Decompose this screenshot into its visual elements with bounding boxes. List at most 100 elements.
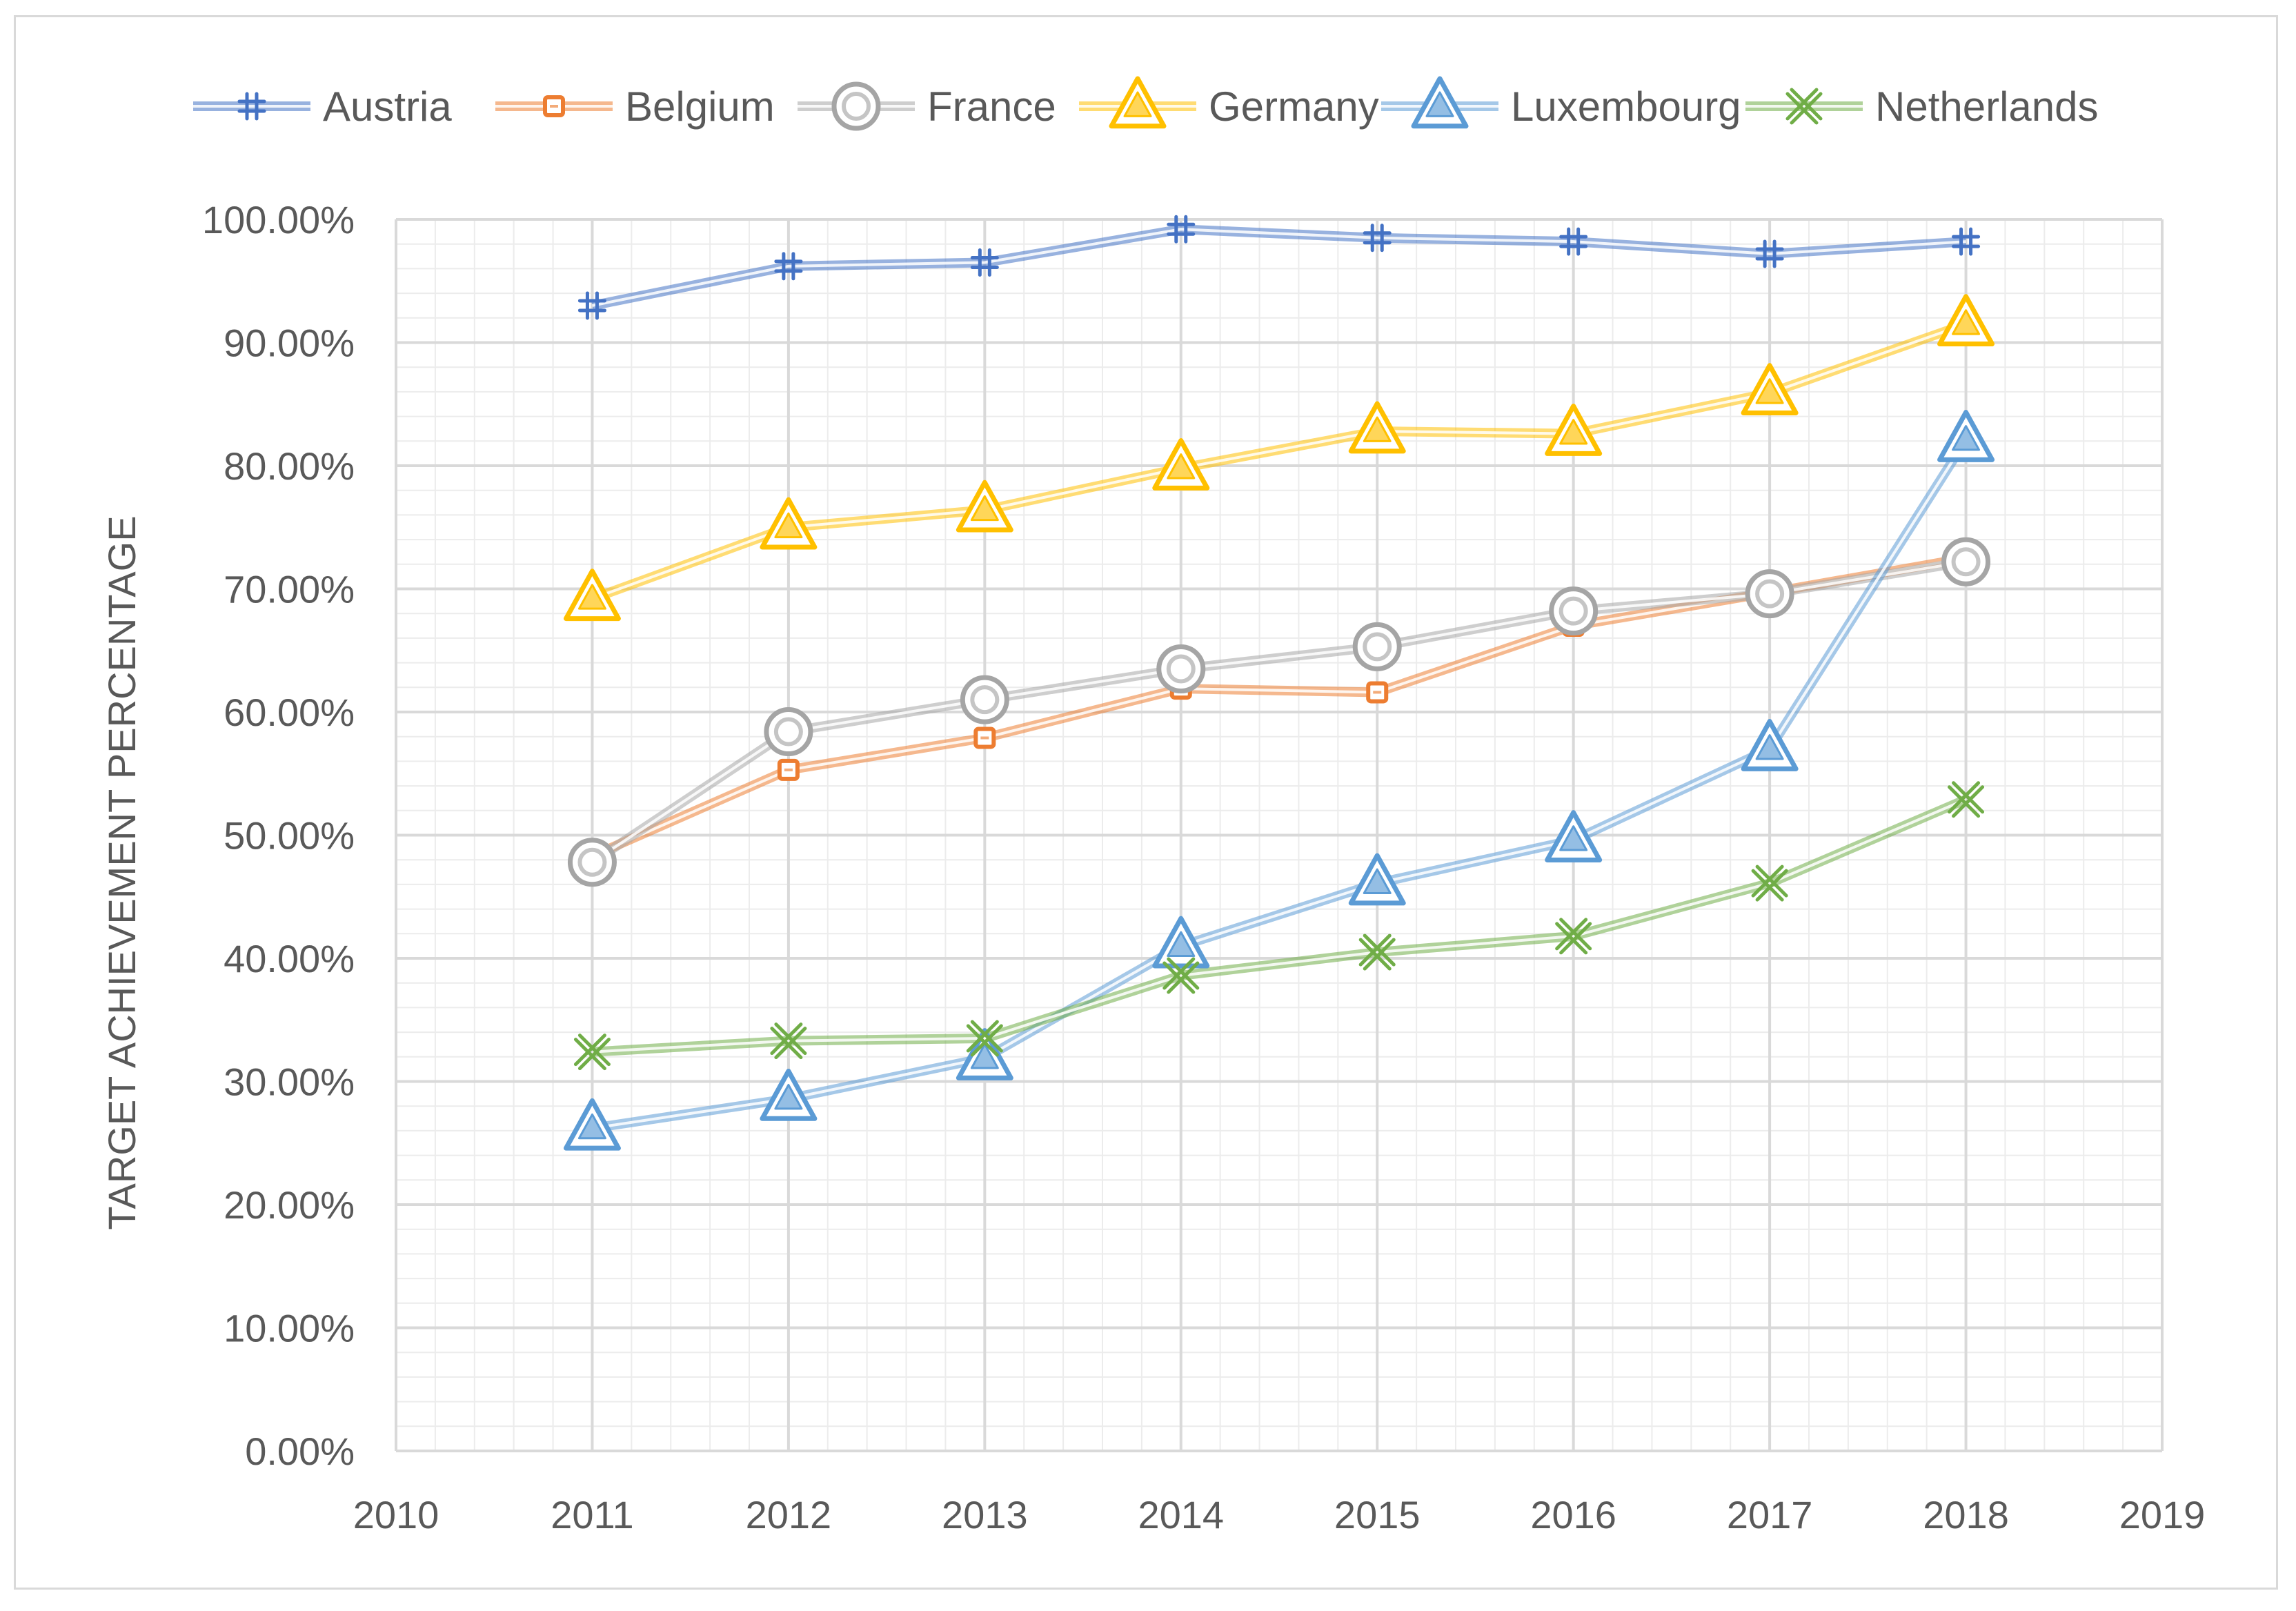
- series-markers-luxembourg: [563, 410, 1995, 1151]
- series-line-inner-austria: [592, 228, 1966, 307]
- data-point-germany: [1937, 294, 1995, 347]
- series-layer: [563, 215, 1995, 1151]
- x-axis-tick-labels: 2010 2011 2012 2013 2014 2015 2016 2017 2018 2019: [353, 1493, 2206, 1536]
- series-france: [589, 557, 1967, 867]
- x-tick-label: 2019: [2119, 1493, 2206, 1536]
- data-point-france: [960, 675, 1009, 724]
- y-axis-tick-labels: 0.00% 10.00% 20.00% 30.00% 40.00% 50.00% 60.00…: [202, 198, 355, 1473]
- y-tick-label: 70.00%: [224, 568, 355, 611]
- y-tick-label: 80.00%: [224, 444, 355, 488]
- data-point-belgium: [973, 727, 996, 749]
- data-point-netherlands: [1555, 918, 1592, 955]
- legend-marker-luxembourg: [1411, 76, 1469, 129]
- data-point-austria: [577, 291, 606, 320]
- legend-item-luxembourg: Luxembourg: [1381, 76, 1741, 130]
- data-point-france: [1352, 622, 1402, 671]
- series-line-inner-netherlands: [592, 798, 1967, 1054]
- data-point-germany: [1741, 363, 1799, 415]
- series-line-inner-luxembourg: [592, 439, 1968, 1130]
- data-point-netherlands: [573, 1034, 611, 1071]
- data-point-france: [1549, 586, 1599, 636]
- data-point-germany: [1348, 401, 1406, 454]
- series-line-inner-france: [591, 560, 1966, 864]
- data-point-austria: [1559, 227, 1588, 256]
- data-point-france: [1745, 569, 1794, 619]
- series-markers-netherlands: [573, 781, 1985, 1071]
- data-point-france: [1156, 644, 1206, 694]
- legend-marker-austria: [237, 92, 266, 121]
- data-point-luxembourg: [1152, 916, 1210, 969]
- data-point-netherlands: [770, 1022, 807, 1060]
- legend-label-netherlands: Netherlands: [1875, 83, 2099, 130]
- series-luxembourg: [591, 437, 1970, 1134]
- legend-marker-france: [831, 81, 881, 131]
- y-tick-label: 40.00%: [224, 937, 355, 980]
- legend-label-germany: Germany: [1209, 83, 1379, 130]
- legend-label-france: France: [927, 83, 1056, 130]
- y-tick-label: 30.00%: [224, 1060, 355, 1104]
- legend-item-netherlands: Netherlands: [1745, 83, 2099, 130]
- data-point-netherlands: [1751, 864, 1788, 902]
- major-gridlines: [395, 218, 2164, 1452]
- data-point-luxembourg: [1741, 719, 1799, 771]
- data-point-austria: [1952, 227, 1981, 256]
- data-point-austria: [1363, 224, 1392, 253]
- y-tick-label: 60.00%: [224, 691, 355, 734]
- data-point-france: [567, 838, 617, 887]
- data-point-luxembourg: [563, 1098, 621, 1151]
- series-line-germany: [591, 319, 1968, 604]
- data-point-france: [1941, 537, 1991, 586]
- data-point-austria: [774, 252, 803, 281]
- y-tick-label: 50.00%: [224, 814, 355, 858]
- data-point-luxembourg: [1937, 410, 1995, 462]
- data-point-belgium: [777, 758, 800, 781]
- y-tick-label: 10.00%: [224, 1307, 355, 1350]
- series-markers-austria: [577, 215, 1981, 320]
- series-markers-france: [567, 537, 1991, 887]
- data-point-netherlands: [1162, 957, 1200, 994]
- legend-marker-belgium: [543, 95, 565, 117]
- series-markers-germany: [563, 294, 1995, 622]
- y-tick-label: 90.00%: [224, 322, 355, 365]
- data-point-france: [764, 707, 813, 757]
- legend-item-germany: Germany: [1079, 76, 1379, 130]
- x-tick-label: 2012: [746, 1493, 832, 1536]
- x-tick-label: 2015: [1334, 1493, 1421, 1536]
- legend-item-austria: Austria: [193, 83, 452, 130]
- data-point-netherlands: [1948, 781, 1985, 818]
- data-point-luxembourg: [1348, 853, 1406, 906]
- data-point-luxembourg: [760, 1068, 818, 1121]
- x-tick-label: 2013: [942, 1493, 1028, 1536]
- data-point-luxembourg: [1545, 810, 1603, 862]
- legend: Austria Belgium France Germany Luxembourg Net…: [193, 76, 2099, 131]
- legend-item-belgium: Belgium: [495, 83, 775, 130]
- data-point-austria: [970, 248, 999, 277]
- x-tick-label: 2018: [1923, 1493, 2009, 1536]
- series-line-inner-germany: [591, 322, 1967, 600]
- legend-marker-germany: [1109, 76, 1167, 129]
- series-netherlands: [592, 795, 1968, 1057]
- data-point-germany: [1152, 438, 1210, 491]
- x-tick-label: 2010: [353, 1493, 439, 1536]
- y-tick-label: 0.00%: [245, 1430, 355, 1473]
- data-point-germany: [956, 480, 1013, 533]
- x-tick-label: 2017: [1727, 1493, 1813, 1536]
- series-germany: [591, 319, 1968, 604]
- y-axis-title: TARGET ACHIEVEMENT PERCENTAGE: [100, 515, 144, 1229]
- data-point-germany: [563, 569, 621, 622]
- data-point-austria: [1755, 239, 1784, 268]
- data-point-belgium: [1366, 681, 1389, 704]
- series-line-austria: [591, 224, 1966, 310]
- y-tick-label: 100.00%: [202, 198, 355, 241]
- x-tick-label: 2014: [1138, 1493, 1224, 1536]
- series-line-netherlands: [592, 795, 1968, 1057]
- x-tick-label: 2016: [1530, 1493, 1616, 1536]
- legend-label-austria: Austria: [323, 83, 452, 130]
- data-point-austria: [1167, 215, 1196, 244]
- data-point-netherlands: [1358, 933, 1396, 971]
- y-tick-label: 20.00%: [224, 1183, 355, 1227]
- data-point-germany: [1545, 404, 1603, 456]
- data-point-germany: [760, 497, 818, 550]
- series-austria: [591, 224, 1966, 310]
